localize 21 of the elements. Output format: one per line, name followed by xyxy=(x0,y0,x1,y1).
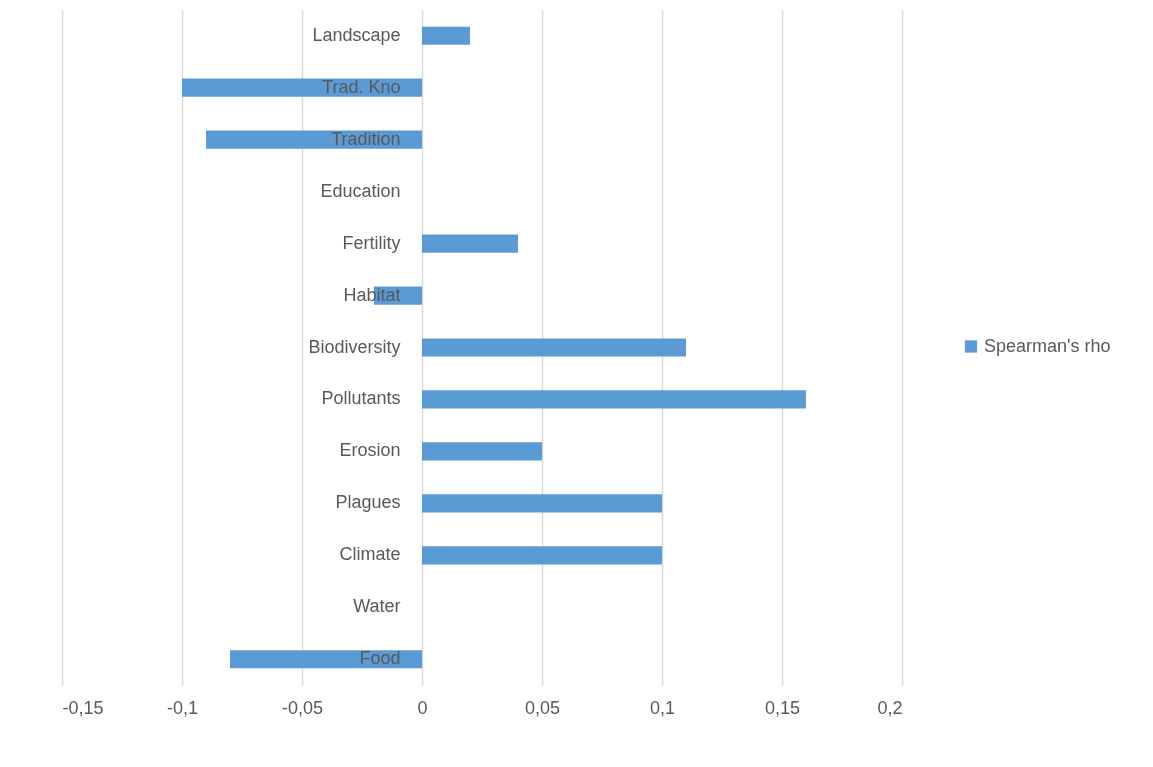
x-tick-label: -0,05 xyxy=(281,697,324,718)
y-tick-label: Tradition xyxy=(331,128,401,149)
y-tick-label: Food xyxy=(359,648,401,669)
y-tick-label: Fertility xyxy=(342,232,401,253)
x-tick-label: 0,15 xyxy=(764,697,801,718)
y-tick-label: Biodiversity xyxy=(308,336,401,357)
legend-label: Spearman's rho xyxy=(984,335,1111,356)
y-tick-label: Plagues xyxy=(335,492,401,513)
x-tick-label: 0,2 xyxy=(877,697,903,718)
y-tick-label: Education xyxy=(320,180,401,201)
x-tick-label: 0 xyxy=(417,697,428,718)
x-tick-label: -0,15 xyxy=(62,697,104,718)
y-tick-label: Water xyxy=(353,596,401,617)
y-tick-label: Trad. Kno xyxy=(322,76,401,97)
x-tick-label: 0,1 xyxy=(649,697,676,718)
y-tick-label: Erosion xyxy=(339,440,401,461)
x-tick-label: -0,1 xyxy=(166,697,199,718)
x-tick-label: 0,05 xyxy=(524,697,561,718)
y-tick-label: Climate xyxy=(339,544,401,565)
y-tick-label: Landscape xyxy=(312,24,401,45)
y-tick-label: Pollutants xyxy=(321,388,401,409)
